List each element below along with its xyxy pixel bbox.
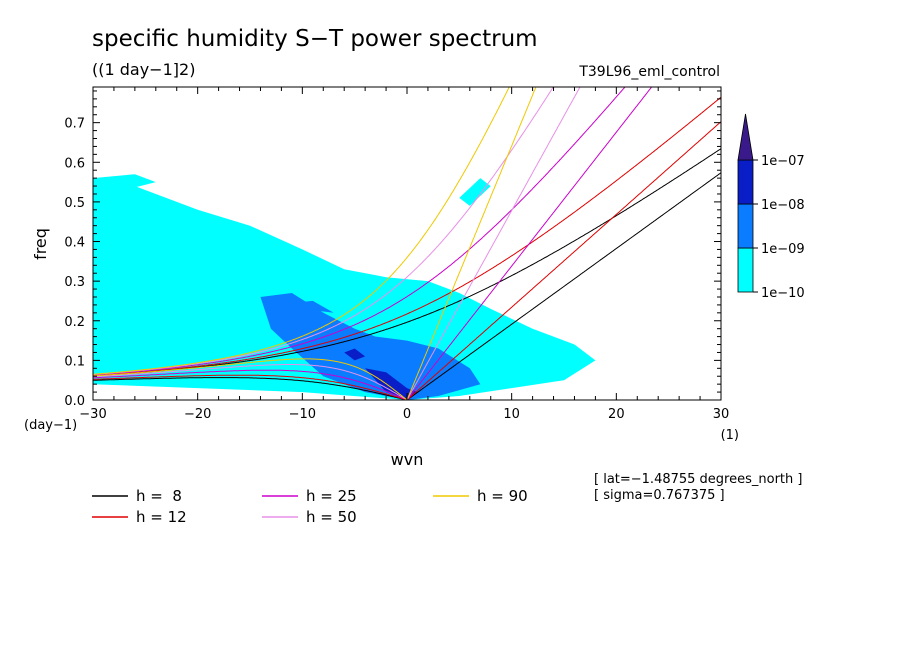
colorbar: 1e−07 1e−08 1e−09 1e−10 [737, 113, 805, 301]
y-tick-label: 0.2 [64, 315, 85, 330]
chart-units: ((1 day−1]2) [92, 60, 195, 79]
x-tick-label: 10 [503, 407, 520, 422]
kelvin-curve-h90 [406, 87, 537, 400]
rossby-curve-h90 [93, 358, 408, 400]
kelvin-curve-h12 [406, 121, 721, 400]
rossby-curve-h25 [93, 369, 408, 400]
legend-label-h90: h = 90 [477, 487, 528, 505]
kelvin-curve-h25 [406, 87, 653, 400]
colorbar-segment [737, 159, 754, 205]
legend-label-h25: h = 25 [306, 487, 357, 505]
dataset-name: T39L96_eml_control [578, 64, 720, 80]
legend-label-h8: h = 8 [136, 487, 182, 505]
rossby-curve-h12 [93, 374, 408, 400]
power-region-level-2 [270, 300, 334, 313]
y-unit-label: (day−1) [24, 418, 77, 433]
chart-title: specific humidity S−T power spectrum [92, 26, 538, 52]
x-tick-label: −30 [79, 407, 106, 422]
axis-ticks: −30 −20 −10 0 10 20 30 0.0 0.1 0.2 0.3 0.4 0.5 0.6 0.7 [64, 87, 729, 422]
power-region-level-1 [93, 182, 596, 400]
y-tick-label: 0.7 [64, 117, 85, 132]
latitude-annotation: [ lat=−1.48755 degrees_north ] [594, 472, 802, 487]
colorbar-label: 1e−08 [761, 198, 805, 213]
x-tick-label: −10 [289, 407, 316, 422]
y-tick-label: 0.5 [64, 196, 85, 211]
colorbar-segment [737, 247, 754, 293]
colorbar-label: 1e−09 [761, 242, 805, 257]
x-tick-label: −20 [184, 407, 211, 422]
colorbar-segment [737, 203, 754, 249]
kelvin-curve-h50 [406, 87, 581, 400]
x-tick-label: 20 [608, 407, 625, 422]
legend-label-h50: h = 50 [306, 508, 357, 526]
inertia-gravity-curve-h50 [93, 87, 554, 375]
power-region-level-3 [365, 368, 418, 400]
legend: h = 8 h = 12 h = 25 h = 50 h = 90 [92, 487, 528, 526]
y-axis-label: freq [31, 228, 50, 260]
y-tick-label: 0.1 [64, 354, 85, 369]
sigma-annotation: [ sigma=0.767375 ] [594, 488, 725, 503]
dispersion-curves [93, 87, 721, 400]
x-unit-label: (1) [721, 428, 739, 443]
rossby-curve-h8 [93, 377, 408, 400]
inertia-gravity-curve-h90 [93, 87, 510, 375]
y-tick-label: 0.3 [64, 275, 85, 290]
y-tick-label: 0.4 [64, 236, 85, 251]
colorbar-extension-arrow [737, 113, 754, 161]
kelvin-curve-h8 [406, 172, 721, 400]
legend-label-h12: h = 12 [136, 508, 187, 526]
power-region-level-3 [344, 348, 366, 361]
x-axis-label: wvn [391, 450, 424, 469]
colorbar-label: 1e−07 [761, 154, 805, 169]
power-region-level-1 [459, 178, 491, 206]
colorbar-label: 1e−10 [761, 286, 805, 301]
power-contour-fills [93, 174, 596, 400]
inertia-gravity-curve-h25 [93, 87, 626, 376]
y-tick-label: 0.6 [64, 156, 85, 171]
x-tick-label: 0 [403, 407, 411, 422]
rossby-curve-h50 [93, 364, 408, 400]
power-region-level-2 [260, 293, 481, 400]
x-tick-label: 30 [713, 407, 730, 422]
y-tick-label: 0.0 [64, 394, 85, 409]
power-region-level-1 [93, 174, 156, 190]
inertia-gravity-curve-h12 [93, 96, 721, 376]
